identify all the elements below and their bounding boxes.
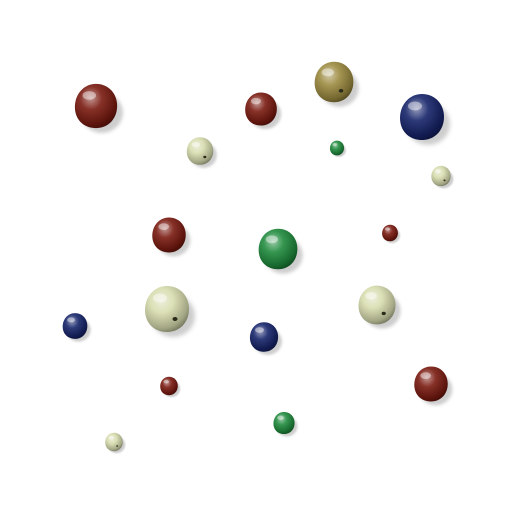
bead-body <box>186 137 214 165</box>
bead-highlight <box>82 91 96 100</box>
bead-red-small-right <box>380 224 401 244</box>
bead-hole <box>338 89 344 93</box>
bead-drawing <box>358 285 401 329</box>
bead-drawing <box>414 366 453 406</box>
bead-blue-small-left <box>60 312 91 342</box>
bead-highlight <box>384 227 390 231</box>
bead-highlight <box>191 141 200 148</box>
bead-highlight <box>108 435 114 440</box>
bead-cream-small-upper <box>185 136 217 168</box>
bead-cream-large-right <box>356 281 401 329</box>
bead-drawing <box>160 376 181 398</box>
bead-blue-top-right <box>397 90 450 145</box>
bead-drawing <box>74 83 123 133</box>
bead-hole <box>443 179 446 182</box>
bead-drawing <box>329 140 346 157</box>
bead-cream-tiny-lower <box>104 432 126 454</box>
bead-body <box>273 411 295 435</box>
bead-cream-small-right <box>430 163 454 189</box>
bead-olive-top <box>312 58 359 107</box>
bead-body <box>329 140 345 156</box>
bead-red-large-left <box>72 80 123 133</box>
bead-body <box>145 286 189 332</box>
bead-drawing <box>245 92 282 130</box>
bead-highlight <box>420 372 431 380</box>
bead-drawing <box>382 224 401 244</box>
bead-highlight <box>434 169 441 174</box>
bead-body <box>249 322 279 352</box>
bead-body <box>400 94 444 140</box>
bead-green-lower <box>272 407 298 439</box>
bead-drawing <box>62 313 91 342</box>
bead-drawing <box>314 61 359 107</box>
bead-hole <box>381 311 386 316</box>
bead-body <box>382 224 398 242</box>
bead-highlight <box>163 379 169 384</box>
bead-highlight <box>265 235 278 244</box>
bead-red-mid-left <box>150 215 191 257</box>
bead-body <box>152 217 186 253</box>
bead-highlight <box>332 143 337 146</box>
bead-body <box>62 313 88 339</box>
bead-body <box>314 61 354 103</box>
bead-cream-large-left <box>142 284 195 337</box>
bead-red-small-lower <box>159 376 181 398</box>
bead-highlight <box>67 317 75 323</box>
bead-green-center <box>256 227 303 274</box>
bead-red-top-center <box>243 89 282 130</box>
bead-body <box>245 92 277 126</box>
bead-highlight <box>365 291 377 300</box>
bead-body <box>431 165 451 187</box>
bead-highlight <box>277 415 284 420</box>
bead-highlight <box>153 293 167 303</box>
bead-highlight <box>321 68 334 77</box>
bead-blue-center <box>248 321 282 355</box>
bead-body <box>258 228 298 270</box>
bead-drawing <box>152 217 191 257</box>
bead-drawing <box>431 165 454 189</box>
bead-body <box>160 376 178 396</box>
bead-hole <box>116 445 119 447</box>
bead-drawing <box>258 228 303 274</box>
bead-highlight <box>158 223 169 231</box>
bead-drawing <box>145 286 195 337</box>
bead-drawing <box>105 432 126 454</box>
bead-drawing <box>186 137 217 168</box>
bead-red-lower-right <box>412 364 453 406</box>
bead-drawing <box>400 94 450 145</box>
bead-drawing <box>249 322 282 355</box>
bead-body <box>414 366 448 402</box>
bead-body <box>358 285 396 325</box>
bead-highlight <box>250 97 261 105</box>
bead-highlight <box>255 327 264 333</box>
bead-body <box>105 432 123 452</box>
bead-hole <box>203 155 207 159</box>
bead-green-tiny <box>328 140 346 157</box>
bead-drawing <box>273 411 298 437</box>
bead-body <box>74 83 118 129</box>
bead-highlight <box>408 101 422 111</box>
bead-hole <box>172 317 178 321</box>
